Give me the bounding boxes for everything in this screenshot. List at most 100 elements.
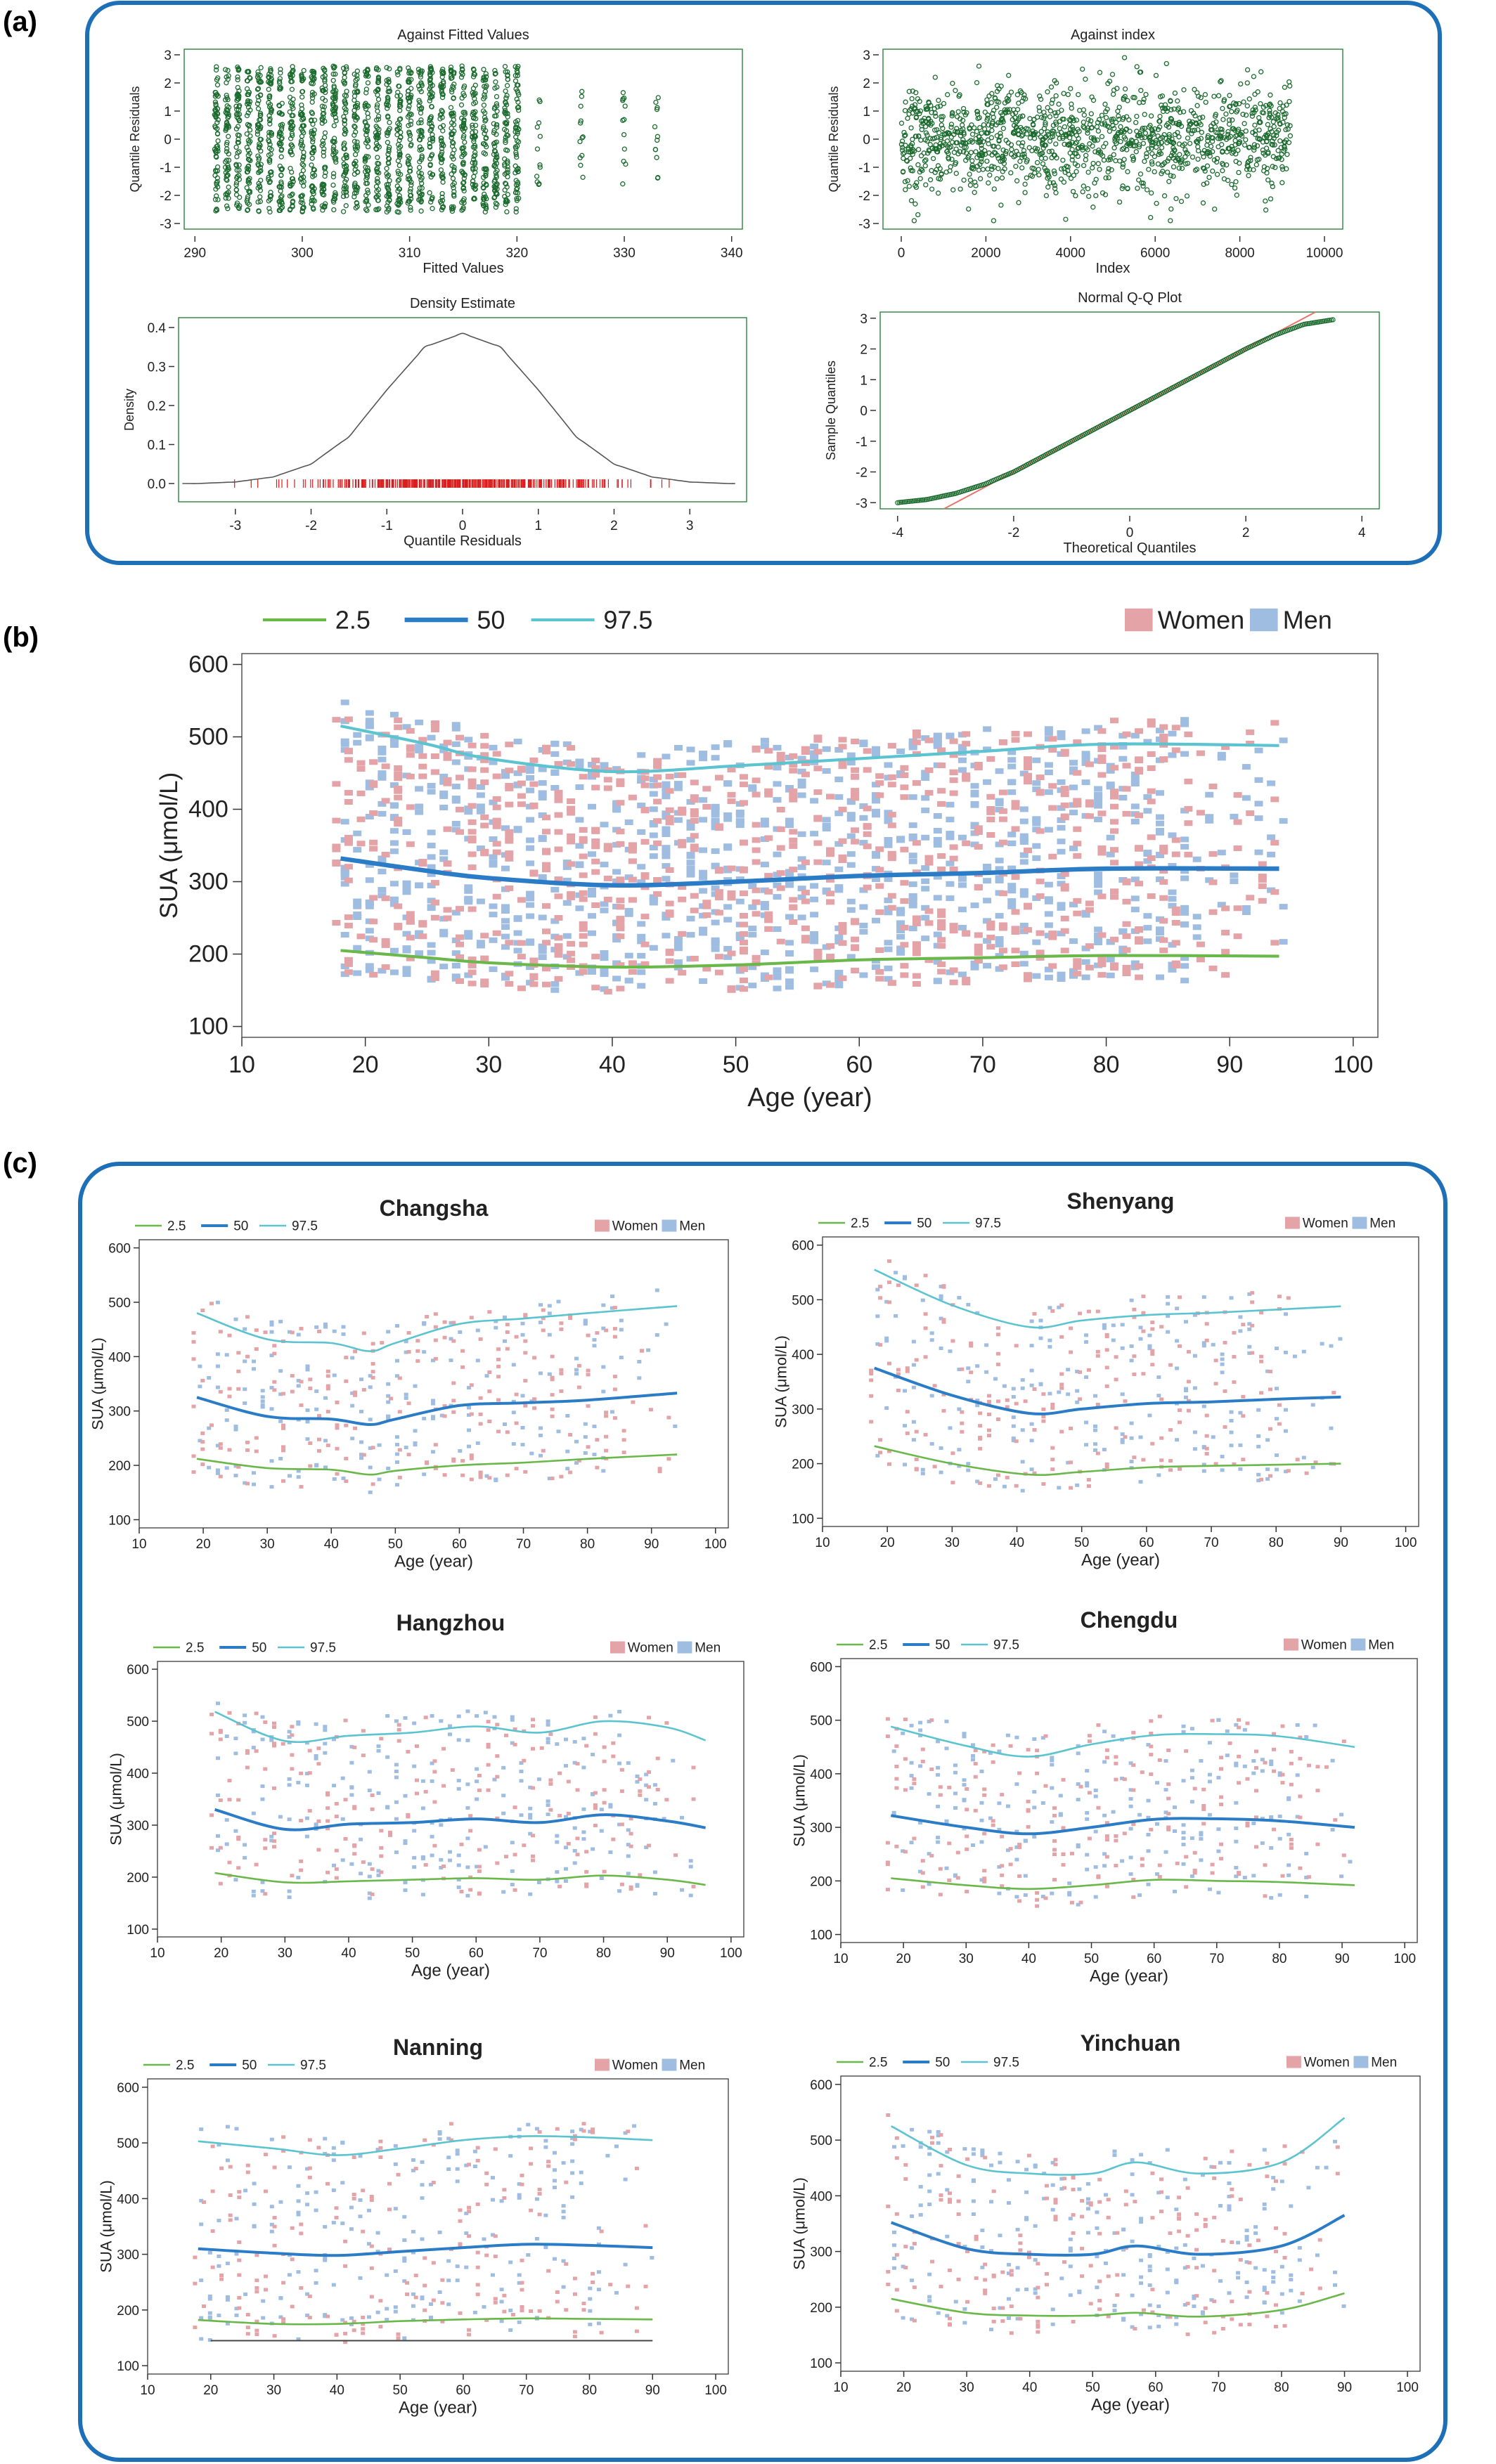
men-point	[810, 896, 819, 902]
residual-point	[244, 112, 250, 119]
residual-point	[1142, 158, 1147, 164]
residual-point	[1045, 89, 1050, 95]
residual-point	[384, 65, 389, 70]
women-point	[505, 980, 514, 987]
residual-point	[1017, 158, 1023, 164]
residual-point	[1192, 86, 1197, 92]
residual-point	[987, 172, 993, 178]
women-point	[430, 753, 439, 759]
men-point	[501, 924, 510, 930]
residual-point	[226, 112, 231, 117]
men-point	[513, 739, 522, 745]
women-point	[740, 965, 748, 971]
women-point	[813, 734, 823, 741]
residual-point	[917, 176, 923, 181]
residual-point	[1022, 181, 1028, 187]
residual-point	[1268, 92, 1273, 98]
residual-point	[898, 120, 905, 126]
residual-point	[301, 153, 307, 160]
residual-point	[984, 158, 990, 164]
men-point	[797, 782, 806, 789]
men-point	[810, 883, 819, 889]
residual-point	[1263, 145, 1270, 151]
residual-point	[245, 207, 251, 213]
men-point	[624, 952, 633, 959]
residual-point	[223, 67, 228, 72]
residual-point	[321, 204, 327, 210]
y-tick-label: -3	[858, 217, 870, 232]
women-point	[616, 904, 625, 910]
residual-point	[257, 141, 262, 147]
women-point	[653, 818, 662, 824]
residual-point	[321, 186, 326, 192]
women-point	[740, 890, 748, 897]
women-point	[505, 783, 514, 789]
women-point	[826, 851, 834, 857]
men-point	[735, 822, 744, 829]
women-point	[468, 838, 477, 844]
residual-point	[494, 93, 500, 100]
men-point	[489, 912, 498, 918]
y-tick-label: -3	[160, 217, 172, 232]
men-point	[451, 741, 460, 747]
women-point	[690, 794, 699, 800]
residual-point	[1284, 122, 1291, 128]
men-point	[526, 837, 535, 843]
women-point	[579, 774, 588, 780]
residual-point	[290, 179, 296, 185]
x-tick-label: 320	[505, 246, 528, 261]
residual-point	[493, 79, 498, 85]
residual-point	[1118, 124, 1123, 129]
residual-point	[1199, 129, 1205, 135]
men-point	[624, 911, 633, 917]
residual-point	[1154, 200, 1159, 207]
residual-point	[311, 71, 316, 77]
y-tick-label: -1	[858, 161, 870, 176]
women-point	[752, 859, 761, 865]
men-point	[600, 950, 609, 956]
men-point	[686, 746, 695, 753]
plot-title: Against Fitted Values	[397, 27, 529, 43]
men-point	[439, 793, 449, 799]
women-point	[468, 962, 477, 968]
residual-point	[1097, 167, 1102, 172]
women-point	[406, 752, 415, 758]
men-point	[501, 904, 510, 910]
residual-point	[375, 96, 382, 103]
women-point	[356, 816, 366, 822]
men-point	[415, 744, 424, 750]
residual-point	[1095, 128, 1102, 134]
women-point	[665, 815, 674, 821]
residual-point	[1111, 145, 1117, 151]
rug-marks	[234, 479, 670, 488]
women-point	[789, 767, 798, 774]
residual-point	[621, 131, 627, 138]
residual-point	[1244, 103, 1250, 109]
residual-point	[998, 131, 1003, 136]
x-tick-label: 4	[1358, 526, 1366, 540]
residual-point	[406, 106, 411, 112]
residual-point	[236, 107, 242, 112]
women-point	[640, 808, 650, 814]
men-point	[526, 938, 535, 945]
residual-point	[310, 174, 316, 179]
women-point	[690, 843, 699, 850]
men-point	[600, 862, 609, 868]
women-point	[702, 912, 711, 919]
y-tick-label: 0	[860, 404, 868, 419]
residual-point	[653, 99, 659, 105]
residual-point	[214, 64, 219, 70]
residual-point	[1200, 115, 1206, 120]
residual-point	[1029, 148, 1035, 154]
women-point	[838, 806, 847, 812]
women-point	[665, 978, 674, 984]
men-point	[637, 829, 646, 835]
men-point	[673, 817, 683, 823]
residual-point	[1268, 196, 1274, 202]
residual-point	[279, 193, 285, 199]
women-point	[653, 840, 662, 846]
women-point	[381, 798, 390, 804]
women-point	[616, 800, 625, 806]
residual-point	[311, 190, 316, 197]
